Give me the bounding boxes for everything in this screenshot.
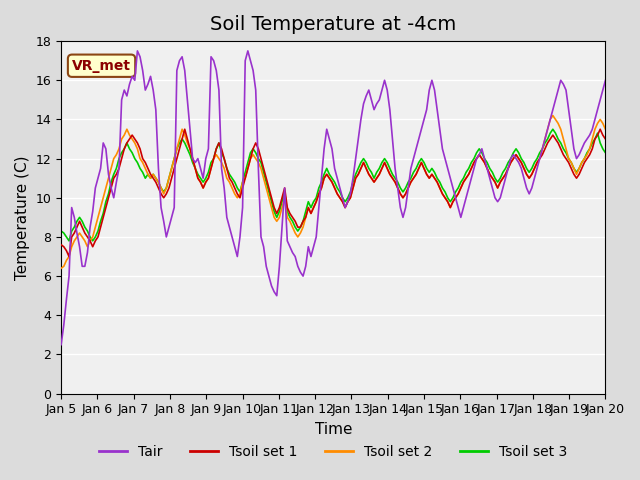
Title: Soil Temperature at -4cm: Soil Temperature at -4cm xyxy=(210,15,456,34)
Legend: Tair, Tsoil set 1, Tsoil set 2, Tsoil set 3: Tair, Tsoil set 1, Tsoil set 2, Tsoil se… xyxy=(93,439,573,464)
Text: VR_met: VR_met xyxy=(72,59,131,73)
Y-axis label: Temperature (C): Temperature (C) xyxy=(15,155,30,280)
X-axis label: Time: Time xyxy=(314,422,352,437)
